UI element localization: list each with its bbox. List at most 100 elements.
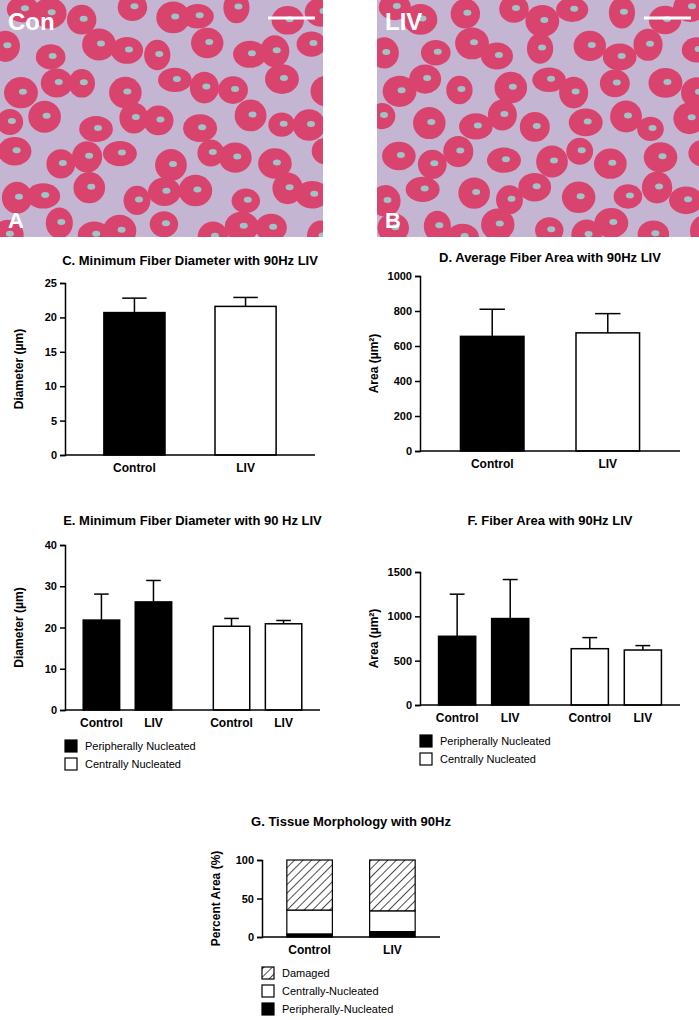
bar (104, 313, 165, 455)
scale-bar (644, 17, 691, 20)
chart: C. Minimum Fiber Diameter with 90Hz LIVD… (12, 253, 318, 475)
tissue-nucleus (435, 222, 443, 228)
tissue-fiber (377, 103, 395, 129)
y-tick: 10 (45, 380, 65, 392)
y-tick: 0 (406, 445, 420, 457)
y-tick-label: 5 (51, 415, 57, 427)
error-bar (224, 618, 239, 626)
y-tick-mark (60, 545, 65, 547)
y-tick-label: 25 (45, 277, 57, 289)
tissue-fiber (219, 142, 252, 172)
tissue-nucleus (495, 52, 503, 58)
x-tick-label: LIV (634, 711, 653, 725)
y-tick-mark (60, 586, 65, 588)
tissue-fiber (688, 140, 699, 167)
y-tick: 50 (242, 893, 262, 905)
x-axis-line (262, 936, 440, 938)
tissue-nucleus (41, 192, 49, 198)
tissue-nucleus (156, 116, 164, 122)
bar (135, 602, 171, 710)
error-bar (122, 298, 146, 312)
tissue-nucleus (659, 153, 667, 159)
figure: ConALIVBC. Minimum Fiber Diameter with 9… (0, 0, 699, 1020)
tissue-nucleus (570, 6, 578, 12)
tissue-nucleus (286, 184, 294, 190)
y-tick-mark (257, 937, 262, 939)
tissue-nucleus (135, 196, 143, 202)
tissue-nucleus (461, 233, 469, 237)
tissue-nucleus (456, 148, 464, 154)
tissue-fiber (459, 113, 493, 139)
y-tick: 100 (236, 854, 262, 866)
tissue-nucleus (398, 87, 406, 93)
tissue-nucleus (3, 42, 11, 48)
y-tick-mark (60, 420, 65, 422)
y-tick: 0 (51, 704, 65, 716)
tissue-fiber (144, 40, 170, 70)
tissue-background (0, 0, 323, 237)
tissue-nucleus (383, 197, 391, 203)
y-axis: 02004006008001000 (388, 270, 421, 457)
tissue-fiber (418, 150, 447, 179)
error-cap (582, 637, 597, 639)
scale-bar (268, 17, 315, 20)
chart-title: C. Minimum Fiber Diameter with 90Hz LIV (62, 253, 318, 268)
tissue-nucleus (684, 196, 692, 202)
legend: DamagedCentrally-NucleatedPeripherally-N… (262, 967, 393, 1015)
tissue-nucleus (233, 154, 241, 160)
tissue-nucleus (427, 119, 435, 125)
image-panel: ConA (0, 0, 342, 252)
y-axis-title: Diameter (µm) (12, 587, 26, 667)
tissue-fiber (118, 0, 148, 21)
y-tick-label: 800 (394, 305, 412, 317)
tissue-nucleus (648, 125, 656, 131)
image-label: LIV (385, 8, 422, 35)
tissue-nucleus (309, 40, 317, 46)
error-stem (101, 594, 103, 620)
tissue-fiber (0, 31, 20, 62)
error-stem (245, 297, 247, 306)
tissue-fiber (614, 184, 643, 208)
bar-segment (287, 860, 333, 910)
y-tick: 0 (406, 699, 420, 711)
tissue-nucleus (474, 122, 482, 128)
tissue-nucleus (123, 89, 131, 95)
bar (576, 333, 640, 451)
tissue-nucleus (202, 84, 210, 90)
tissue-nucleus (550, 157, 558, 163)
tissue-fiber (72, 141, 102, 172)
plot-marks (83, 580, 302, 710)
y-tick-mark (60, 627, 65, 629)
y-tick-label: 30 (45, 580, 57, 592)
error-stem (509, 580, 511, 619)
y-tick-mark (415, 705, 420, 707)
tissue-nucleus (618, 53, 626, 59)
error-bar (94, 594, 109, 620)
tissue-nucleus (97, 41, 105, 47)
tissue-nucleus (626, 192, 634, 198)
tissue-nucleus (688, 3, 696, 9)
tissue-nucleus (577, 193, 585, 199)
y-tick-mark (257, 898, 262, 900)
y-tick-mark (415, 381, 420, 383)
legend-label: Peripherally-Nucleated (282, 1003, 393, 1015)
bar (439, 636, 476, 705)
y-tick-label: 10 (45, 380, 57, 392)
tissue-fiber (155, 149, 187, 181)
error-bar (146, 580, 161, 601)
y-tick-label: 200 (394, 410, 412, 422)
error-cap (94, 593, 109, 595)
tissue-nucleus (198, 124, 206, 130)
x-axis-line (65, 454, 315, 456)
tissue-fiber (487, 148, 521, 173)
y-tick-label: 600 (394, 340, 412, 352)
tissue-fiber (311, 76, 323, 107)
legend-label: Peripherally Nucleated (440, 735, 551, 747)
y-axis-line (415, 277, 421, 452)
legend-swatch (420, 753, 432, 765)
tissue-nucleus (509, 84, 517, 90)
y-axis-title: Area (µm²) (367, 609, 381, 669)
tissue-fiber (305, 0, 323, 27)
tissue-fiber (312, 138, 323, 165)
tissue-nucleus (118, 150, 126, 156)
